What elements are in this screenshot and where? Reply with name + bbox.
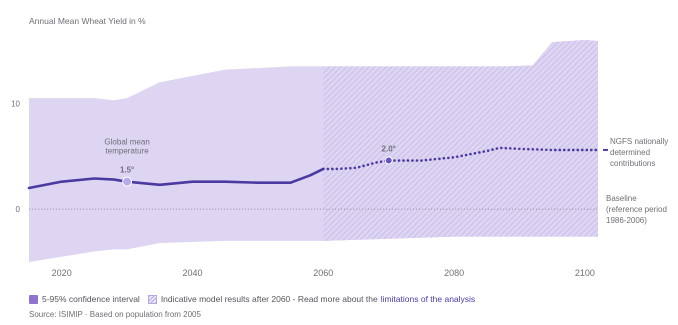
chart-title: Annual Mean Wheat Yield in %	[29, 16, 146, 26]
temperature-label: 1.5°	[120, 166, 134, 175]
y-tick-label: 0	[16, 205, 21, 214]
temperature-label: 2.0°	[382, 145, 396, 154]
baseline-label: (reference period	[606, 205, 667, 214]
legend-hatch-swatch	[147, 294, 157, 304]
series-line-dotted	[322, 146, 600, 171]
series-label: contributions	[610, 159, 655, 168]
baseline-label: Baseline	[606, 194, 637, 203]
temperature-marker	[122, 176, 133, 187]
y-tick-label: 10	[11, 99, 20, 108]
legend-ci-label: 5-95% confidence interval	[42, 294, 140, 304]
temperature-caption: Global mean	[104, 138, 149, 147]
temperature-caption: temperature	[106, 147, 150, 156]
x-tick-label: 2040	[182, 268, 202, 278]
baseline-label: 1986-2006)	[606, 216, 647, 225]
legend-ci-swatch	[29, 294, 38, 304]
temperature-marker	[384, 156, 393, 165]
limitations-link[interactable]: limitations of the analysis	[380, 294, 476, 304]
x-tick-label: 2020	[52, 268, 72, 278]
series-label: NGFS nationally	[610, 137, 668, 146]
series-label: determined	[610, 148, 650, 157]
source-note: Source: ISIMIP · Based on population fro…	[29, 310, 201, 319]
indicative-hatch-region	[323, 40, 598, 241]
series-line-solid	[27, 167, 325, 190]
legend-hatch-label: Indicative model results after 2060 - Re…	[160, 294, 378, 304]
legend: 5-95% confidence interval Indicative mod…	[29, 294, 475, 304]
x-tick-label: 2100	[575, 268, 595, 278]
x-tick-label: 2060	[313, 268, 333, 278]
x-tick-label: 2080	[444, 268, 464, 278]
